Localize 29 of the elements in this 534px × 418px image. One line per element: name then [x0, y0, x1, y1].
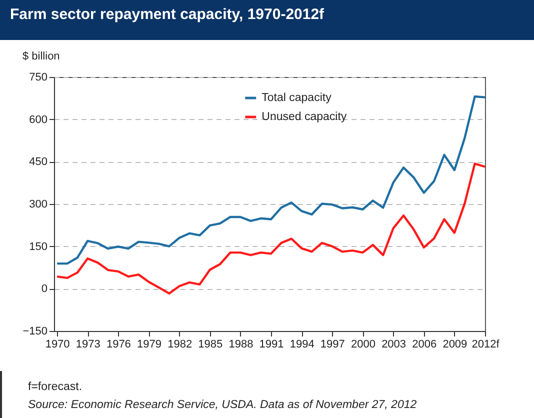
y-tick-label: 150 — [29, 240, 48, 253]
x-tick-label: 2012f — [472, 338, 500, 350]
x-tick-label: 2003 — [382, 338, 406, 350]
legend-label: Unused capacity — [262, 111, 347, 123]
x-tick-label: 1976 — [106, 338, 131, 350]
source-note: Source: Economic Research Service, USDA. Data as of November 27, 2012 — [28, 398, 417, 413]
x-tick-label: 1991 — [259, 338, 284, 350]
y-tick-label: 0 — [41, 283, 48, 296]
y-tick-label: 300 — [29, 198, 48, 210]
x-tick-label: 1982 — [168, 338, 192, 350]
x-tick-label: 2009 — [442, 338, 468, 350]
y-tick-label: −150 — [22, 326, 48, 338]
chart-title: Farm sector repayment capacity, 1970-2012f — [0, 0, 534, 40]
y-axis-title: $ billion — [22, 50, 60, 62]
y-tick-label: 450 — [29, 156, 48, 168]
x-tick-label: 2006 — [412, 338, 437, 350]
legend-label: Total capacity — [262, 92, 332, 104]
x-tick-label: 1979 — [137, 338, 162, 350]
y-tick-label: 750 — [29, 72, 48, 84]
line-series — [56, 162, 485, 295]
y-tick-label: 600 — [29, 114, 48, 126]
x-tick-label: 1988 — [228, 338, 254, 350]
x-tick-label: 1973 — [76, 338, 100, 350]
x-tick-label: 1997 — [320, 338, 345, 350]
x-tick-label: 1985 — [198, 338, 223, 350]
text: f=forecast. — [28, 380, 84, 395]
x-tick-label: 1970 — [45, 338, 70, 350]
x-tick-label: 1994 — [290, 338, 314, 350]
x-tick-label: 2000 — [350, 338, 376, 350]
